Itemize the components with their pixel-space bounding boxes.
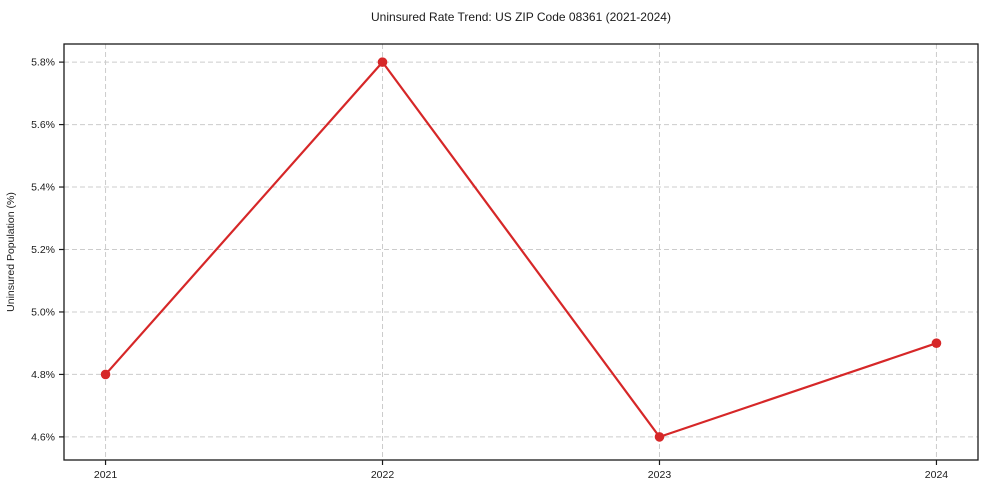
data-point: [654, 432, 665, 442]
y-tick-label: 4.8%: [31, 369, 55, 381]
y-tick-label: 5.0%: [31, 306, 55, 318]
y-tick-label: 4.6%: [31, 431, 55, 443]
x-tick-label: 2023: [648, 469, 672, 481]
trend-line: [104, 61, 938, 438]
plot-border: [63, 43, 979, 461]
x-tick-label: 2021: [94, 469, 118, 481]
chart-title: Uninsured Rate Trend: US ZIP Code 08361 …: [371, 10, 671, 24]
y-tick-label: 5.8%: [31, 57, 55, 69]
y-tick-label: 5.6%: [31, 119, 55, 131]
y-axis-label: Uninsured Population (%): [5, 192, 17, 312]
axis-ticks: 4.6% 4.8% 5.0% 5.2% 5.4% 5.6% 5.8% 2021 2022 2023…: [31, 57, 948, 481]
grid-lines: [64, 44, 978, 460]
data-point: [100, 369, 111, 380]
y-tick-label: 5.2%: [31, 244, 55, 256]
data-point: [931, 338, 942, 348]
x-tick-label: 2024: [925, 469, 949, 481]
data-series: [100, 57, 942, 442]
x-tick-label: 2022: [371, 469, 395, 481]
y-tick-label: 5.4%: [31, 182, 55, 194]
data-point: [377, 57, 388, 67]
